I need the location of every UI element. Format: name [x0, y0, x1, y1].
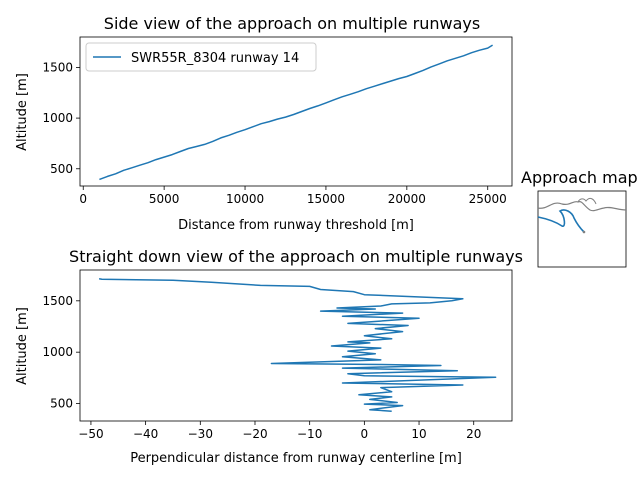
side-view-ylabel: Altitude [m]	[15, 73, 30, 151]
x-tick-label: −40	[133, 427, 158, 441]
x-tick-label: 25000	[469, 192, 507, 206]
x-tick-label: 20000	[388, 192, 426, 206]
approach-map-flight-path	[537, 209, 585, 233]
top-down-xlabel: Perpendicular distance from runway cente…	[130, 451, 462, 466]
top-down-ylabel: Altitude [m]	[15, 307, 30, 385]
x-tick-label: −20	[242, 427, 267, 441]
top-down-series-line-0	[98, 277, 497, 412]
x-tick-label: −50	[78, 427, 103, 441]
y-tick-label: 1000	[42, 111, 73, 125]
top-down-title: Straight down view of the approach on mu…	[69, 247, 523, 266]
y-tick-label: 1500	[42, 60, 73, 74]
x-tick-label: 10000	[226, 192, 264, 206]
x-tick-label: −10	[297, 427, 322, 441]
approach-map-coastline	[537, 200, 627, 212]
x-tick-label: 5000	[149, 192, 180, 206]
top-down-chart: Straight down view of the approach on mu…	[15, 247, 523, 466]
legend-entry-label: SWR55R_8304 runway 14	[131, 51, 299, 66]
side-view-axes-frame	[79, 36, 513, 187]
x-tick-label: 0	[361, 427, 369, 441]
x-tick-label: 0	[79, 192, 87, 206]
approach-map-inset: Approach map	[521, 168, 638, 268]
x-tick-label: 20	[466, 427, 481, 441]
side-view-title: Side view of the approach on multiple ru…	[104, 14, 480, 33]
y-tick-label: 500	[50, 397, 73, 411]
top-down-axes-frame	[79, 269, 513, 422]
x-tick-label: 15000	[307, 192, 345, 206]
side-view-xlabel: Distance from runway threshold [m]	[178, 218, 414, 233]
y-tick-label: 1500	[42, 294, 73, 308]
side-view-chart: Side view of the approach on multiple ru…	[15, 14, 513, 233]
y-tick-label: 1000	[42, 345, 73, 359]
legend-box	[85, 42, 317, 72]
side-view-series-line-0	[99, 44, 493, 181]
approach-map-coastline-detail	[577, 197, 597, 205]
approach-map-runway-marker	[582, 230, 586, 234]
side-view-legend: SWR55R_8304 runway 14	[85, 42, 317, 72]
x-tick-label: 10	[411, 427, 426, 441]
y-tick-label: 500	[50, 162, 73, 176]
approach-map-title: Approach map	[521, 168, 638, 187]
x-tick-label: −30	[188, 427, 213, 441]
